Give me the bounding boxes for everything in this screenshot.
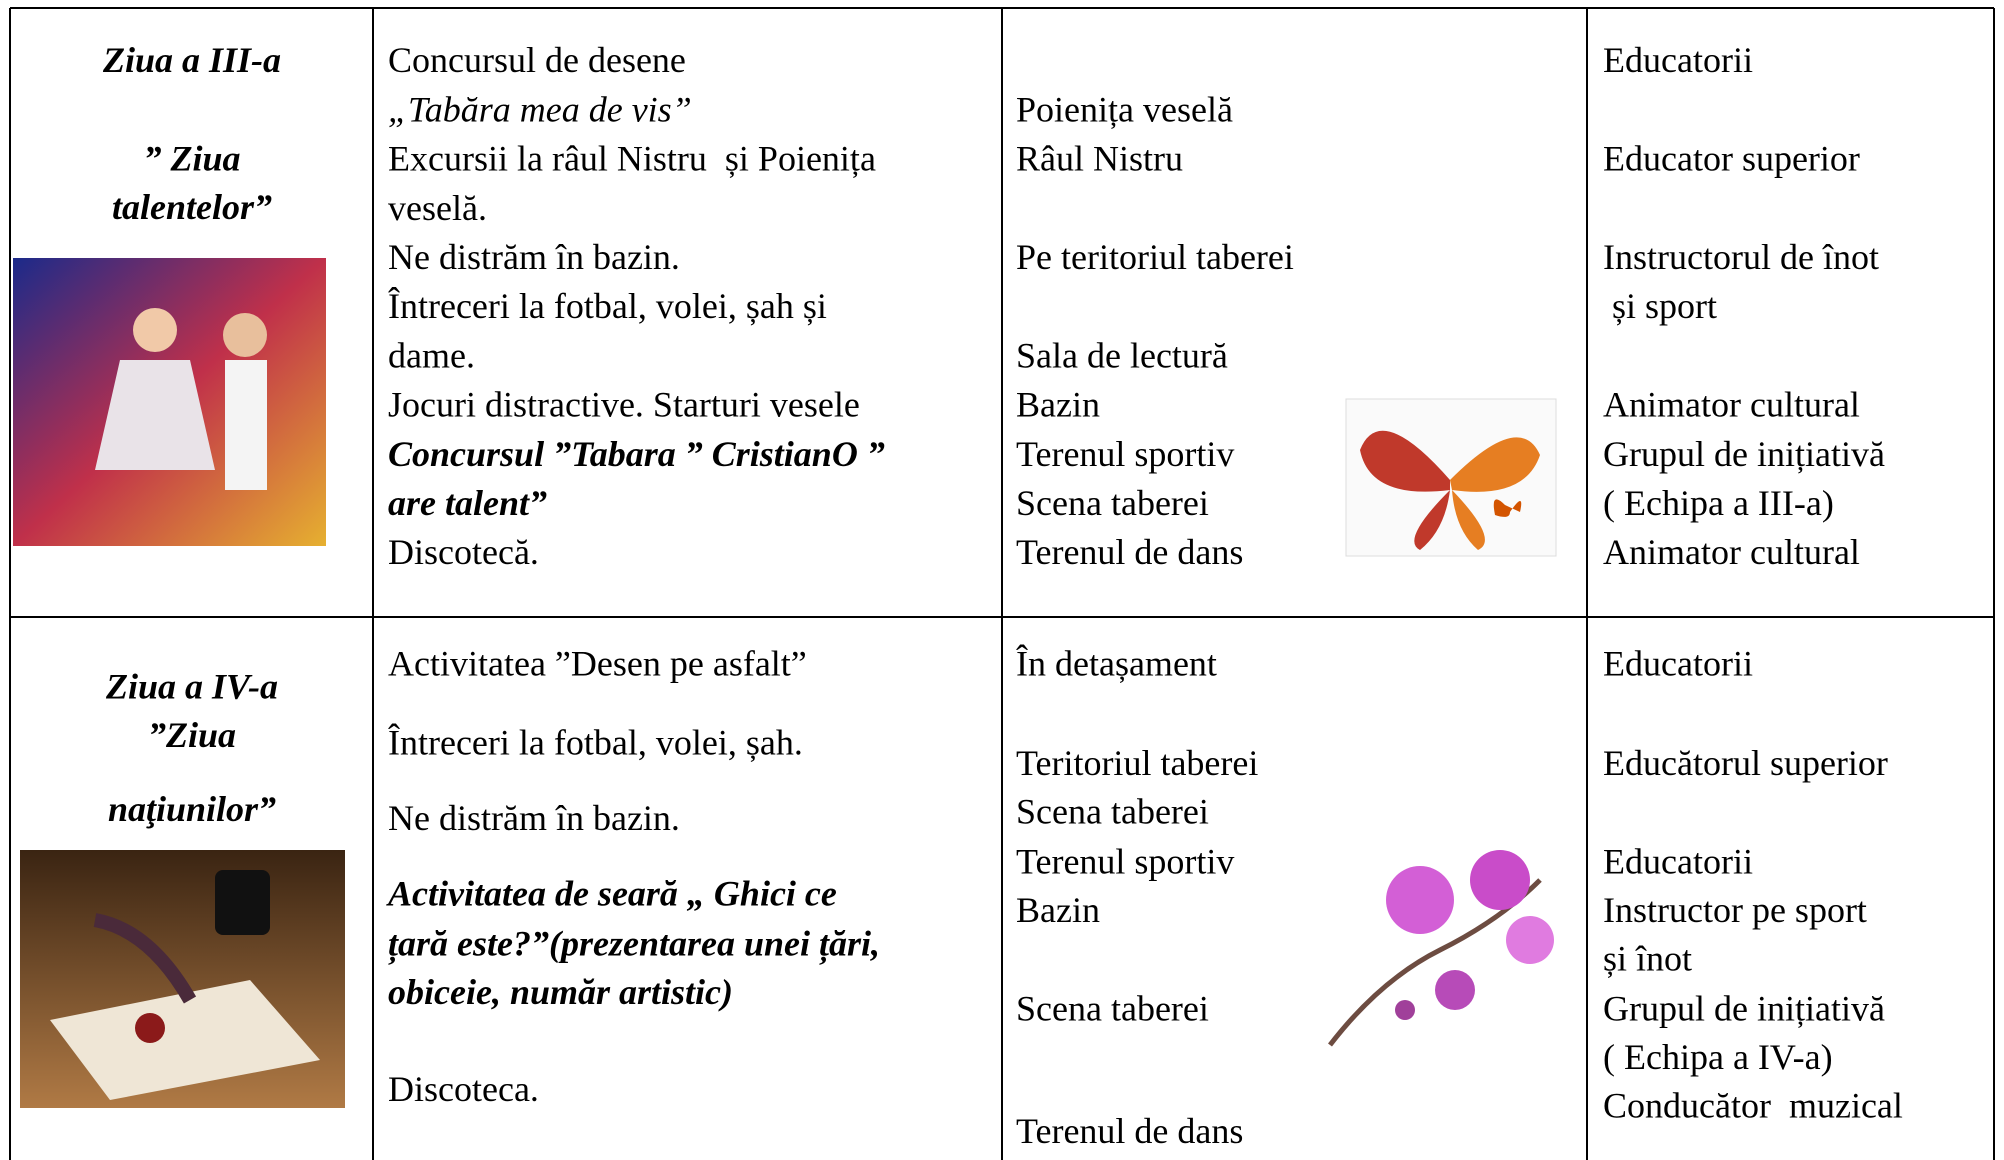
cell-line: Animator cultural <box>1603 385 1860 425</box>
cell-line: și sport <box>1603 286 1717 326</box>
cell-line: Grupul de inițiativă <box>1603 988 1885 1028</box>
cell-line: dame. <box>388 335 475 375</box>
cell-line: Scena taberei <box>1016 988 1209 1028</box>
cell-line: Animator cultural <box>1603 532 1860 572</box>
cell-line: Ne distrăm în bazin. <box>388 798 680 838</box>
cell-line: Conducător muzical <box>1603 1086 1903 1126</box>
cell-line: Educatorii <box>1603 643 1753 683</box>
cell-line: Terenul de dans <box>1016 1111 1243 1151</box>
cell-line: Grupul de inițiativă <box>1603 434 1885 474</box>
talent-photo <box>13 258 326 546</box>
day-title: Ziua a III-a <box>102 40 281 80</box>
cell-line: Ne distrăm în bazin. <box>388 237 680 277</box>
cell-line: obiceie, număr artistic) <box>388 972 733 1012</box>
cell-line: Activitatea de seară „ Ghici ce <box>386 873 837 913</box>
cell-line: Bazin <box>1016 385 1100 425</box>
cell-line: are talent” <box>388 483 547 523</box>
day-title: Ziua a IV-a <box>105 666 278 706</box>
cell-line: Scena taberei <box>1016 483 1209 523</box>
day-title: ” Ziua <box>143 139 240 179</box>
cell-line: Educătorul superior <box>1603 743 1888 783</box>
cell-line: Întreceri la fotbal, volei, șah. <box>388 723 803 763</box>
cell-line: Râul Nistru <box>1016 139 1183 179</box>
cell-line: Scena taberei <box>1016 792 1209 832</box>
cell-line: Discotecă. <box>388 532 539 572</box>
day-title: talentelor” <box>112 187 272 227</box>
cell-line: „Tabăra mea de vis” <box>388 89 692 129</box>
cell-line: ( Echipa a IV-a) <box>1603 1037 1833 1077</box>
cell-line: Întreceri la fotbal, volei, șah și <box>388 286 827 326</box>
day-title: ”Ziua <box>148 715 236 755</box>
cell-line: Concursul ”Tabara ” CristianO ” <box>388 434 885 474</box>
cell-line: Discoteca. <box>388 1069 539 1109</box>
cell-line: Terenul sportiv <box>1016 434 1234 474</box>
day-title: naţiunilor” <box>108 789 276 829</box>
cell-line: Instructorul de înot <box>1603 237 1879 277</box>
cell-line: Terenul sportiv <box>1016 841 1234 881</box>
cell-line: și înot <box>1603 939 1692 979</box>
cell-line: În detașament <box>1016 643 1217 683</box>
cell-line: Terenul de dans <box>1016 532 1243 572</box>
quill-photo <box>20 850 345 1108</box>
cell-line: Educator superior <box>1603 139 1860 179</box>
cell-line: Activitatea ”Desen pe asfalt” <box>388 643 807 683</box>
orchid-image <box>1328 850 1554 1047</box>
cell-line: Poienița veselă <box>1016 89 1233 129</box>
cell-line: Educatorii <box>1603 40 1753 80</box>
cell-line: Sala de lectură <box>1016 335 1228 375</box>
cell-line: ( Echipa a III-a) <box>1603 483 1834 523</box>
cell-line: Teritoriul taberei <box>1016 743 1258 783</box>
cell-line: veselă. <box>388 188 487 228</box>
table-cells: Ziua a III-a ” Ziua talentelor” Concursul d… <box>102 40 1903 1151</box>
cell-line: Educatorii <box>1603 841 1753 881</box>
cell-line: Instructor pe sport <box>1603 890 1867 930</box>
cell-line: Bazin <box>1016 890 1100 930</box>
cell-line: Excursii la râul Nistru și Poienița <box>388 139 876 179</box>
cell-line: Pe teritoriul taberei <box>1016 237 1294 277</box>
cell-line: Jocuri distractive. Starturi vesele <box>388 385 860 425</box>
butterfly-image <box>1345 398 1557 557</box>
cell-line: Concursul de desene <box>388 40 686 80</box>
cell-line: țară este?”(prezentarea unei țări, <box>388 923 880 964</box>
table-grid <box>9 7 1995 1160</box>
